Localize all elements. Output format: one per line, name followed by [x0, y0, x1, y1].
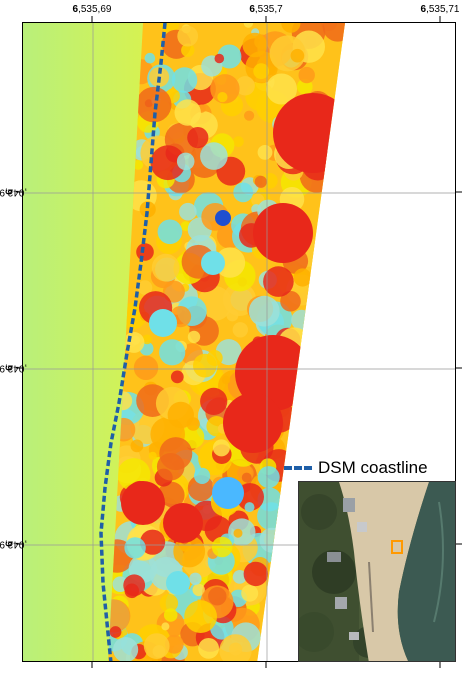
y-tick-label: 6,042,96 — [0, 186, 27, 198]
location-marker — [391, 540, 403, 554]
y-tick-label: 6,042,94 — [0, 538, 27, 550]
legend: DSM coastline — [284, 456, 428, 480]
x-tick-label: 6,535,7 — [249, 4, 283, 15]
x-tick-label: 6,535,69 — [72, 4, 112, 15]
x-tick-label: 6,535,71 — [420, 4, 460, 15]
legend-coastline-symbol — [284, 466, 312, 470]
legend-label: DSM coastline — [318, 458, 428, 477]
y-tick-label: 6,042,95 — [0, 362, 27, 374]
graticule — [23, 23, 455, 661]
aerial-image — [299, 482, 455, 661]
inset-aerial-photo[interactable] — [298, 481, 456, 662]
